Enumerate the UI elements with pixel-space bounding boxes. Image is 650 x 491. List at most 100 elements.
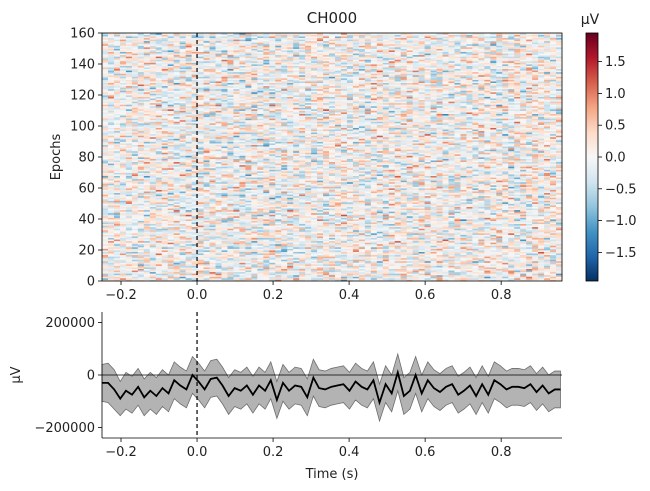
heatmap-cell: [532, 194, 539, 197]
heatmap-cell: [364, 225, 372, 228]
heatmap-cell: [107, 191, 115, 194]
heatmap-cell: [323, 262, 330, 265]
heatmap-cell: [191, 256, 198, 259]
heatmap-cell: [460, 223, 467, 226]
heatmap-cell: [424, 250, 431, 252]
heatmap-cell: [376, 217, 384, 220]
heatmap-cell: [550, 274, 557, 277]
heatmap-cell: [400, 231, 408, 234]
heatmap-cell: [550, 184, 557, 187]
heatmap-cell: [454, 232, 461, 235]
heatmap-cell: [311, 223, 318, 226]
heatmap-cell: [544, 267, 551, 269]
heatmap-cell: [293, 237, 300, 240]
heatmap-cell: [245, 250, 252, 252]
heatmap-cell: [484, 219, 491, 221]
heatmap-cell: [215, 209, 222, 212]
heatmap-cell: [203, 237, 210, 240]
heatmap-cell: [520, 206, 527, 209]
heatmap-cell: [197, 273, 204, 276]
heatmap-cell: [311, 274, 318, 277]
heatmap-cell: [430, 265, 437, 268]
heatmap-cell: [478, 197, 485, 200]
heatmap-cell: [161, 200, 169, 203]
heatmap-cell: [221, 245, 228, 248]
heatmap-cell: [442, 217, 449, 220]
heatmap-cell: [364, 208, 372, 211]
heatmap-cell: [406, 234, 414, 237]
heatmap-cell: [317, 186, 324, 189]
heatmap-cell: [287, 265, 294, 268]
heatmap-cell: [221, 212, 228, 215]
heatmap-cell: [370, 236, 378, 238]
heatmap-cell: [538, 203, 545, 206]
heatmap-cell: [466, 205, 473, 207]
heatmap-cell: [329, 208, 336, 211]
heatmap-cell: [490, 231, 497, 234]
heatmap-cell: [352, 267, 360, 269]
heatmap-cell: [263, 243, 270, 246]
heatmap-cell: [514, 181, 521, 184]
heatmap-cell: [526, 256, 533, 259]
heatmap-cell: [107, 214, 115, 217]
heatmap-cell: [149, 253, 157, 256]
heatmap-cell: [209, 257, 216, 260]
heatmap-cell: [149, 254, 157, 257]
heatmap-cell: [329, 240, 336, 243]
heatmap-cell: [149, 211, 157, 214]
heatmap-cell: [448, 183, 455, 186]
heatmap-cell: [329, 188, 336, 190]
heatmap-cell: [376, 256, 384, 259]
heatmap-cell: [281, 254, 288, 257]
heatmap-cell: [125, 212, 133, 215]
heatmap-cell: [550, 240, 557, 243]
heatmap-cell: [191, 217, 198, 220]
heatmap-cell: [215, 271, 222, 274]
heatmap-cell: [532, 192, 539, 195]
heatmap-cell: [526, 198, 533, 201]
heatmap-cell: [550, 259, 557, 262]
heatmap-cell: [520, 191, 527, 194]
heatmap-cell: [556, 279, 563, 282]
heatmap-cell: [203, 223, 210, 226]
heatmap-cell: [550, 239, 557, 242]
heatmap-cell: [430, 223, 437, 226]
heatmap-cell: [358, 268, 366, 271]
heatmap-cell: [245, 231, 252, 234]
heatmap-cell: [149, 257, 157, 260]
heatmap-cell: [358, 254, 366, 257]
heatmap-cell: [490, 271, 497, 274]
heatmap-cell: [472, 277, 479, 280]
heatmap-cell: [526, 251, 533, 254]
heatmap-cell: [215, 205, 222, 207]
heatmap-cell: [263, 260, 270, 263]
heatmap-cell: [430, 271, 437, 274]
heatmap-cell: [149, 214, 157, 217]
heatmap-cell: [442, 270, 449, 273]
heatmap-cell: [544, 270, 551, 273]
heatmap-cell: [113, 243, 121, 246]
heatmap-cell: [317, 192, 324, 195]
heatmap-cell: [167, 228, 175, 231]
heatmap-cell: [179, 228, 187, 231]
heatmap-cell: [550, 243, 557, 246]
heatmap-cell: [197, 248, 204, 251]
heatmap-cell: [346, 239, 354, 242]
heatmap-cell: [358, 267, 366, 269]
heatmap-cell: [209, 262, 216, 265]
heatmap-cell: [269, 198, 276, 201]
heatmap-cell: [233, 279, 240, 282]
heatmap-cell: [442, 191, 449, 194]
heatmap-cell: [448, 250, 455, 252]
heatmap-cell: [102, 194, 109, 197]
heatmap-cell: [143, 189, 151, 192]
heatmap-cell: [119, 211, 127, 214]
heatmap-cell: [340, 183, 348, 186]
heatmap-cell: [263, 203, 270, 206]
heatmap-cell: [466, 245, 473, 248]
heatmap-cell: [346, 200, 354, 203]
heatmap-cell: [203, 273, 210, 276]
heatmap-cell: [418, 228, 425, 231]
heatmap-cell: [340, 219, 348, 221]
heatmap-cell: [161, 237, 169, 240]
